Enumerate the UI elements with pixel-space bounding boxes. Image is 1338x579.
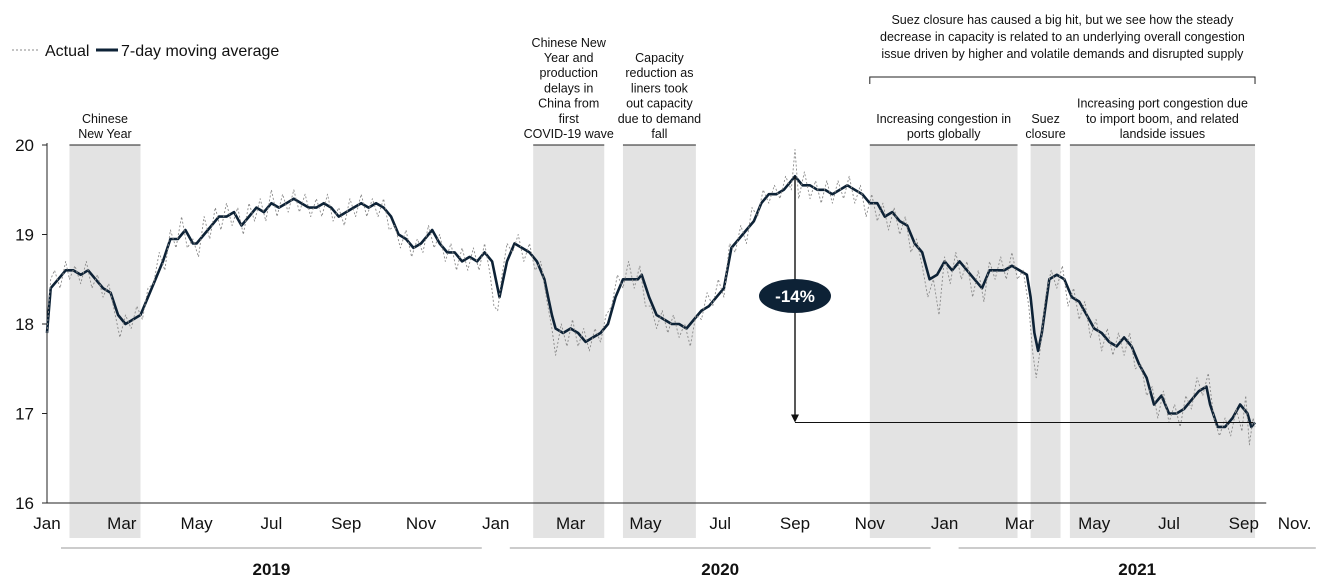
- axes: 16 17 18 19 20 Jan Mar May Jul Sep Nov Jan Mar May Jul…: [15, 136, 1316, 579]
- bracket-label: Suez closure has caused a big hit, but w…: [880, 13, 1245, 61]
- x-tick-label: Nov: [855, 514, 886, 533]
- shaded-period: [1069, 145, 1256, 538]
- y-tick-label: 19: [15, 226, 34, 245]
- series-line-actual: [46, 149, 1256, 446]
- year-label: 2019: [252, 560, 290, 579]
- period-label: Chinese New Year and production delays in Ch…: [524, 36, 614, 141]
- y-tick-label: 20: [15, 136, 34, 155]
- y-tick-label: 17: [15, 405, 34, 424]
- x-tick-label: Jan: [482, 514, 509, 533]
- drop-badge-label: -14%: [775, 287, 815, 306]
- shaded-periods: [69, 144, 1256, 538]
- period-label: Increasing congestion in ports globally: [876, 112, 1011, 141]
- x-tick-label: Jul: [261, 514, 283, 533]
- year-label: 2021: [1118, 560, 1156, 579]
- x-tick-label: Jan: [33, 514, 60, 533]
- legend-label-actual: Actual: [45, 43, 89, 60]
- x-tick-label: Mar: [107, 514, 137, 533]
- shaded-period: [533, 145, 605, 538]
- series-line-moving-average: [45, 175, 1256, 429]
- legend-label-moving-average: 7-day moving average: [121, 43, 279, 60]
- period-label: Suez closure: [1025, 112, 1065, 141]
- period-label: Capacity reduction as liners took out capac…: [618, 51, 701, 141]
- y-tick-label: 16: [15, 494, 34, 513]
- x-tick-label: Mar: [1005, 514, 1035, 533]
- drop-arrow-head: [791, 414, 799, 423]
- drop-badge: [759, 279, 831, 313]
- legend: Actual 7-day moving average: [12, 43, 279, 60]
- series-lines: [45, 149, 1256, 446]
- x-tick-label: May: [181, 514, 214, 533]
- bracket-line: [869, 76, 1256, 84]
- year-label: 2020: [701, 560, 739, 579]
- x-tick-label: Nov.: [1278, 514, 1312, 533]
- x-tick-label: May: [1078, 514, 1111, 533]
- x-tick-label: Sep: [331, 514, 361, 533]
- shaded-period: [69, 145, 141, 538]
- x-tick-label: Jul: [1158, 514, 1180, 533]
- x-tick-label: Mar: [556, 514, 586, 533]
- x-tick-label: Nov: [406, 514, 437, 533]
- x-tick-label: Sep: [1229, 514, 1259, 533]
- x-tick-label: Jul: [709, 514, 731, 533]
- x-tick-label: Sep: [780, 514, 810, 533]
- y-tick-label: 18: [15, 315, 34, 334]
- period-label: Chinese New Year: [78, 112, 132, 141]
- annotations: Chinese New Year Chinese New Year and produc…: [78, 13, 1256, 423]
- period-label: Increasing port congestion due to import …: [1077, 97, 1248, 141]
- shaded-period: [622, 145, 696, 538]
- x-tick-label: May: [629, 514, 662, 533]
- x-tick-label: Jan: [931, 514, 958, 533]
- shaded-period: [869, 145, 1018, 538]
